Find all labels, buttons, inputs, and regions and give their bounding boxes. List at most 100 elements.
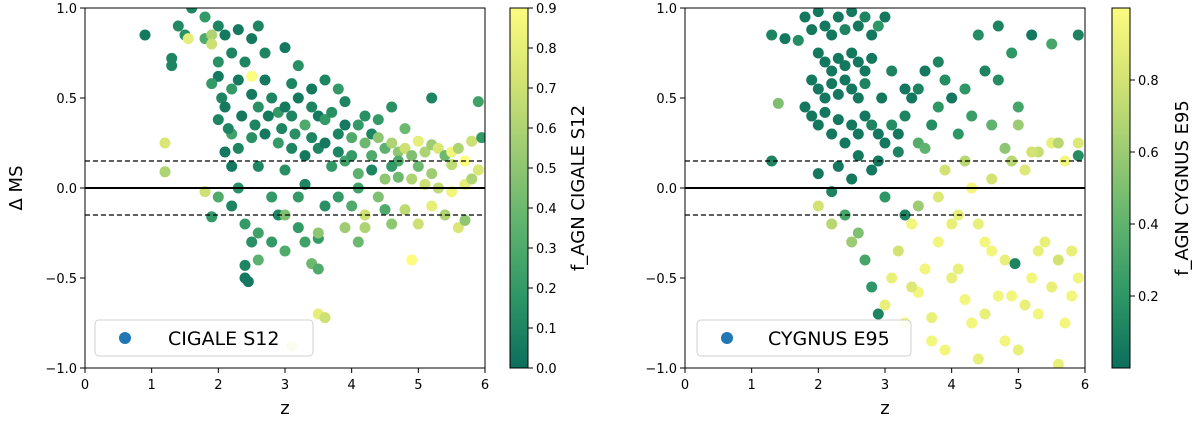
right-data-point	[986, 245, 998, 257]
left-data-point	[319, 200, 331, 212]
left-data-point	[352, 119, 364, 131]
right-data-point	[806, 110, 818, 122]
left-legend-label: CIGALE S12	[168, 328, 279, 350]
right-data-point	[952, 128, 964, 140]
right-data-point	[939, 164, 951, 176]
left-colorbar-tick-label: 0.2	[536, 282, 557, 297]
right-data-point	[846, 47, 858, 59]
right-data-point	[879, 11, 891, 23]
right-data-point	[812, 119, 824, 131]
right-data-point	[1052, 254, 1064, 266]
left-data-point	[219, 101, 231, 113]
right-data-point	[1066, 290, 1078, 302]
right-data-point	[886, 272, 898, 284]
left-data-point	[246, 33, 258, 45]
right-data-point	[999, 335, 1011, 347]
left-x-tick-label: 0	[81, 378, 89, 393]
left-data-point	[319, 137, 331, 149]
left-data-point	[472, 164, 484, 176]
left-data-point	[412, 160, 424, 172]
right-data-point	[832, 52, 844, 64]
left-data-point	[252, 101, 264, 113]
right-data-point	[872, 20, 884, 32]
right-data-point	[1012, 101, 1024, 113]
left-data-point	[206, 78, 218, 90]
right-panel: 0 1 2 3 4 5 6 1.0 0.5 0.0 −0.5 −1.0 z CYGNUS E95 0…	[645, 2, 1193, 419]
left-data-point	[386, 160, 398, 172]
left-data-point	[292, 222, 304, 234]
right-data-point	[846, 8, 858, 18]
left-y-tick-label: −1.0	[45, 362, 77, 377]
right-data-point	[946, 92, 958, 104]
right-data-point	[919, 65, 931, 77]
right-data-point	[892, 128, 904, 140]
left-data-point	[232, 142, 244, 154]
right-data-point	[959, 294, 971, 306]
left-data-point	[299, 236, 311, 248]
right-data-point	[926, 119, 938, 131]
left-data-point	[212, 20, 224, 32]
right-data-point	[852, 92, 864, 104]
right-data-point	[972, 218, 984, 230]
right-data-point	[972, 29, 984, 41]
left-colorbar-tick-label: 0.5	[536, 162, 557, 177]
left-data-point	[319, 74, 331, 86]
right-data-point	[1072, 272, 1084, 284]
right-data-point	[819, 20, 831, 32]
right-data-point	[879, 137, 891, 149]
right-data-point	[1019, 164, 1031, 176]
left-data-point	[339, 222, 351, 234]
right-colorbar-gradient	[1111, 7, 1131, 369]
left-x-tick-label: 6	[481, 378, 489, 393]
left-x-tick-label: 4	[348, 378, 356, 393]
right-data-point	[852, 227, 864, 239]
right-data-point	[1066, 245, 1078, 257]
left-data-point	[212, 114, 224, 126]
left-data-point	[226, 83, 238, 95]
left-data-point	[366, 164, 378, 176]
right-data-point	[1072, 29, 1084, 41]
right-data-point	[859, 65, 871, 77]
left-data-point	[406, 173, 418, 185]
right-data-point	[1009, 258, 1021, 270]
right-data-point	[892, 245, 904, 257]
right-data-point	[939, 74, 951, 86]
left-data-point	[299, 119, 311, 131]
right-data-point	[866, 52, 878, 64]
left-data-point	[206, 211, 218, 223]
right-data-point	[1026, 29, 1038, 41]
right-data-point	[826, 218, 838, 230]
left-data-point	[476, 132, 485, 144]
left-data-point	[386, 101, 398, 113]
left-data-point	[332, 191, 344, 203]
left-data-point	[426, 168, 438, 180]
right-data-point	[912, 83, 924, 95]
left-data-point	[366, 150, 378, 162]
right-colorbar-tick-label: 0.4	[1138, 218, 1159, 233]
left-data-point	[292, 191, 304, 203]
left-data-point	[359, 110, 371, 122]
left-data-point	[399, 142, 411, 154]
left-data-point	[372, 191, 384, 203]
left-data-point	[219, 29, 231, 41]
right-data-point	[859, 110, 871, 122]
left-data-point	[246, 88, 258, 100]
left-data-point	[352, 236, 364, 248]
left-colorbar-ticks: 0.0 0.1 0.2 0.3 0.4 0.5 0.6 0.7 0.8 0.9	[528, 2, 557, 377]
right-data-point	[892, 146, 904, 158]
left-data-point	[239, 259, 251, 271]
left-data-point	[289, 128, 301, 140]
left-data-point	[226, 160, 238, 172]
right-data-point	[1006, 47, 1018, 59]
right-data-point	[872, 128, 884, 140]
left-data-point	[399, 123, 411, 135]
right-data-point	[852, 56, 864, 68]
right-data-point	[779, 33, 791, 45]
right-data-point	[906, 92, 918, 104]
right-data-point	[819, 56, 831, 68]
left-data-point	[279, 101, 291, 113]
left-data-point	[472, 96, 484, 108]
left-data-point	[312, 263, 324, 275]
left-panel: 0 1 2 3 4 5 6 1.0 0.5 0.0 −0.5 −1.0 z Δ MS CIGALE …	[6, 2, 589, 419]
right-x-tick-label: 2	[814, 378, 822, 393]
